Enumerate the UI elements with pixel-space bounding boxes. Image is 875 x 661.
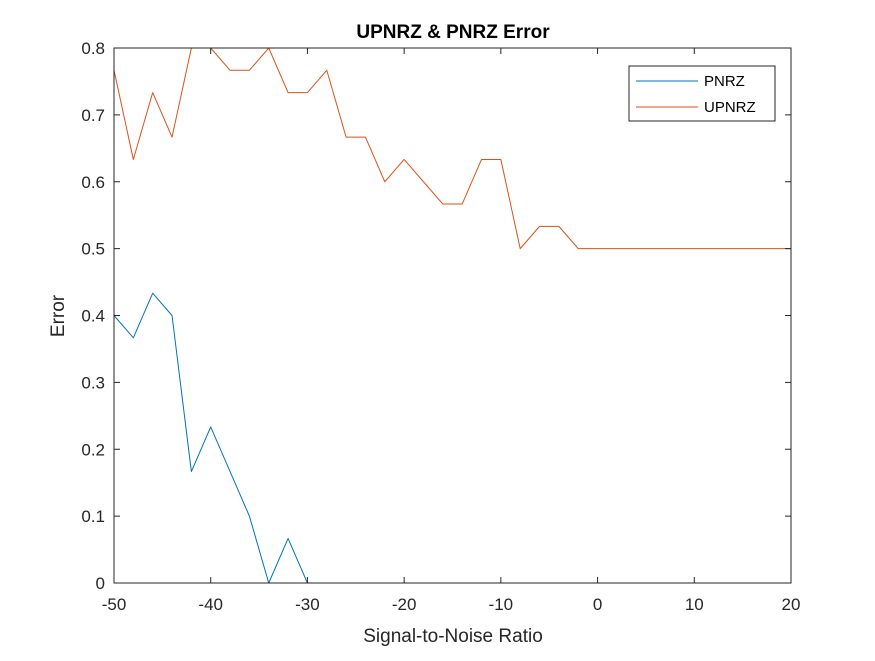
x-tick-label: -10 bbox=[489, 595, 514, 614]
legend: PNRZ UPNRZ bbox=[628, 65, 776, 122]
y-tick-label: 0.8 bbox=[81, 39, 105, 58]
x-axis-title: Signal-to-Noise Ratio bbox=[363, 626, 543, 647]
chart-title: UPNRZ & PNRZ Error bbox=[356, 22, 550, 43]
x-tick-label: 20 bbox=[782, 595, 801, 614]
y-axis: 0 0.1 0.2 0.3 0.4 0.5 0.6 0.7 0.8 bbox=[81, 39, 791, 593]
legend-box bbox=[628, 65, 776, 122]
y-tick-label: 0.3 bbox=[81, 373, 105, 392]
y-tick-label: 0.1 bbox=[81, 507, 105, 526]
x-tick-label: -40 bbox=[198, 595, 223, 614]
legend-label-pnrz: PNRZ bbox=[704, 73, 745, 90]
x-tick-label: -20 bbox=[392, 595, 417, 614]
x-tick-label: -30 bbox=[295, 595, 320, 614]
x-tick-label: -50 bbox=[102, 595, 127, 614]
plot-area bbox=[114, 48, 791, 583]
y-tick-label: 0 bbox=[96, 574, 105, 593]
legend-label-upnrz: UPNRZ bbox=[704, 99, 756, 116]
x-axis: -50 -40 -30 -20 -10 0 10 20 bbox=[102, 48, 801, 614]
y-tick-label: 0.2 bbox=[81, 440, 105, 459]
y-tick-label: 0.4 bbox=[81, 307, 105, 326]
y-tick-label: 0.7 bbox=[81, 106, 105, 125]
y-tick-label: 0.6 bbox=[81, 173, 105, 192]
x-tick-label: 0 bbox=[593, 595, 602, 614]
y-tick-label: 0.5 bbox=[81, 240, 105, 259]
y-axis-title: Error bbox=[48, 294, 69, 337]
x-tick-label: 10 bbox=[685, 595, 704, 614]
series-line-upnrz bbox=[113, 47, 791, 250]
